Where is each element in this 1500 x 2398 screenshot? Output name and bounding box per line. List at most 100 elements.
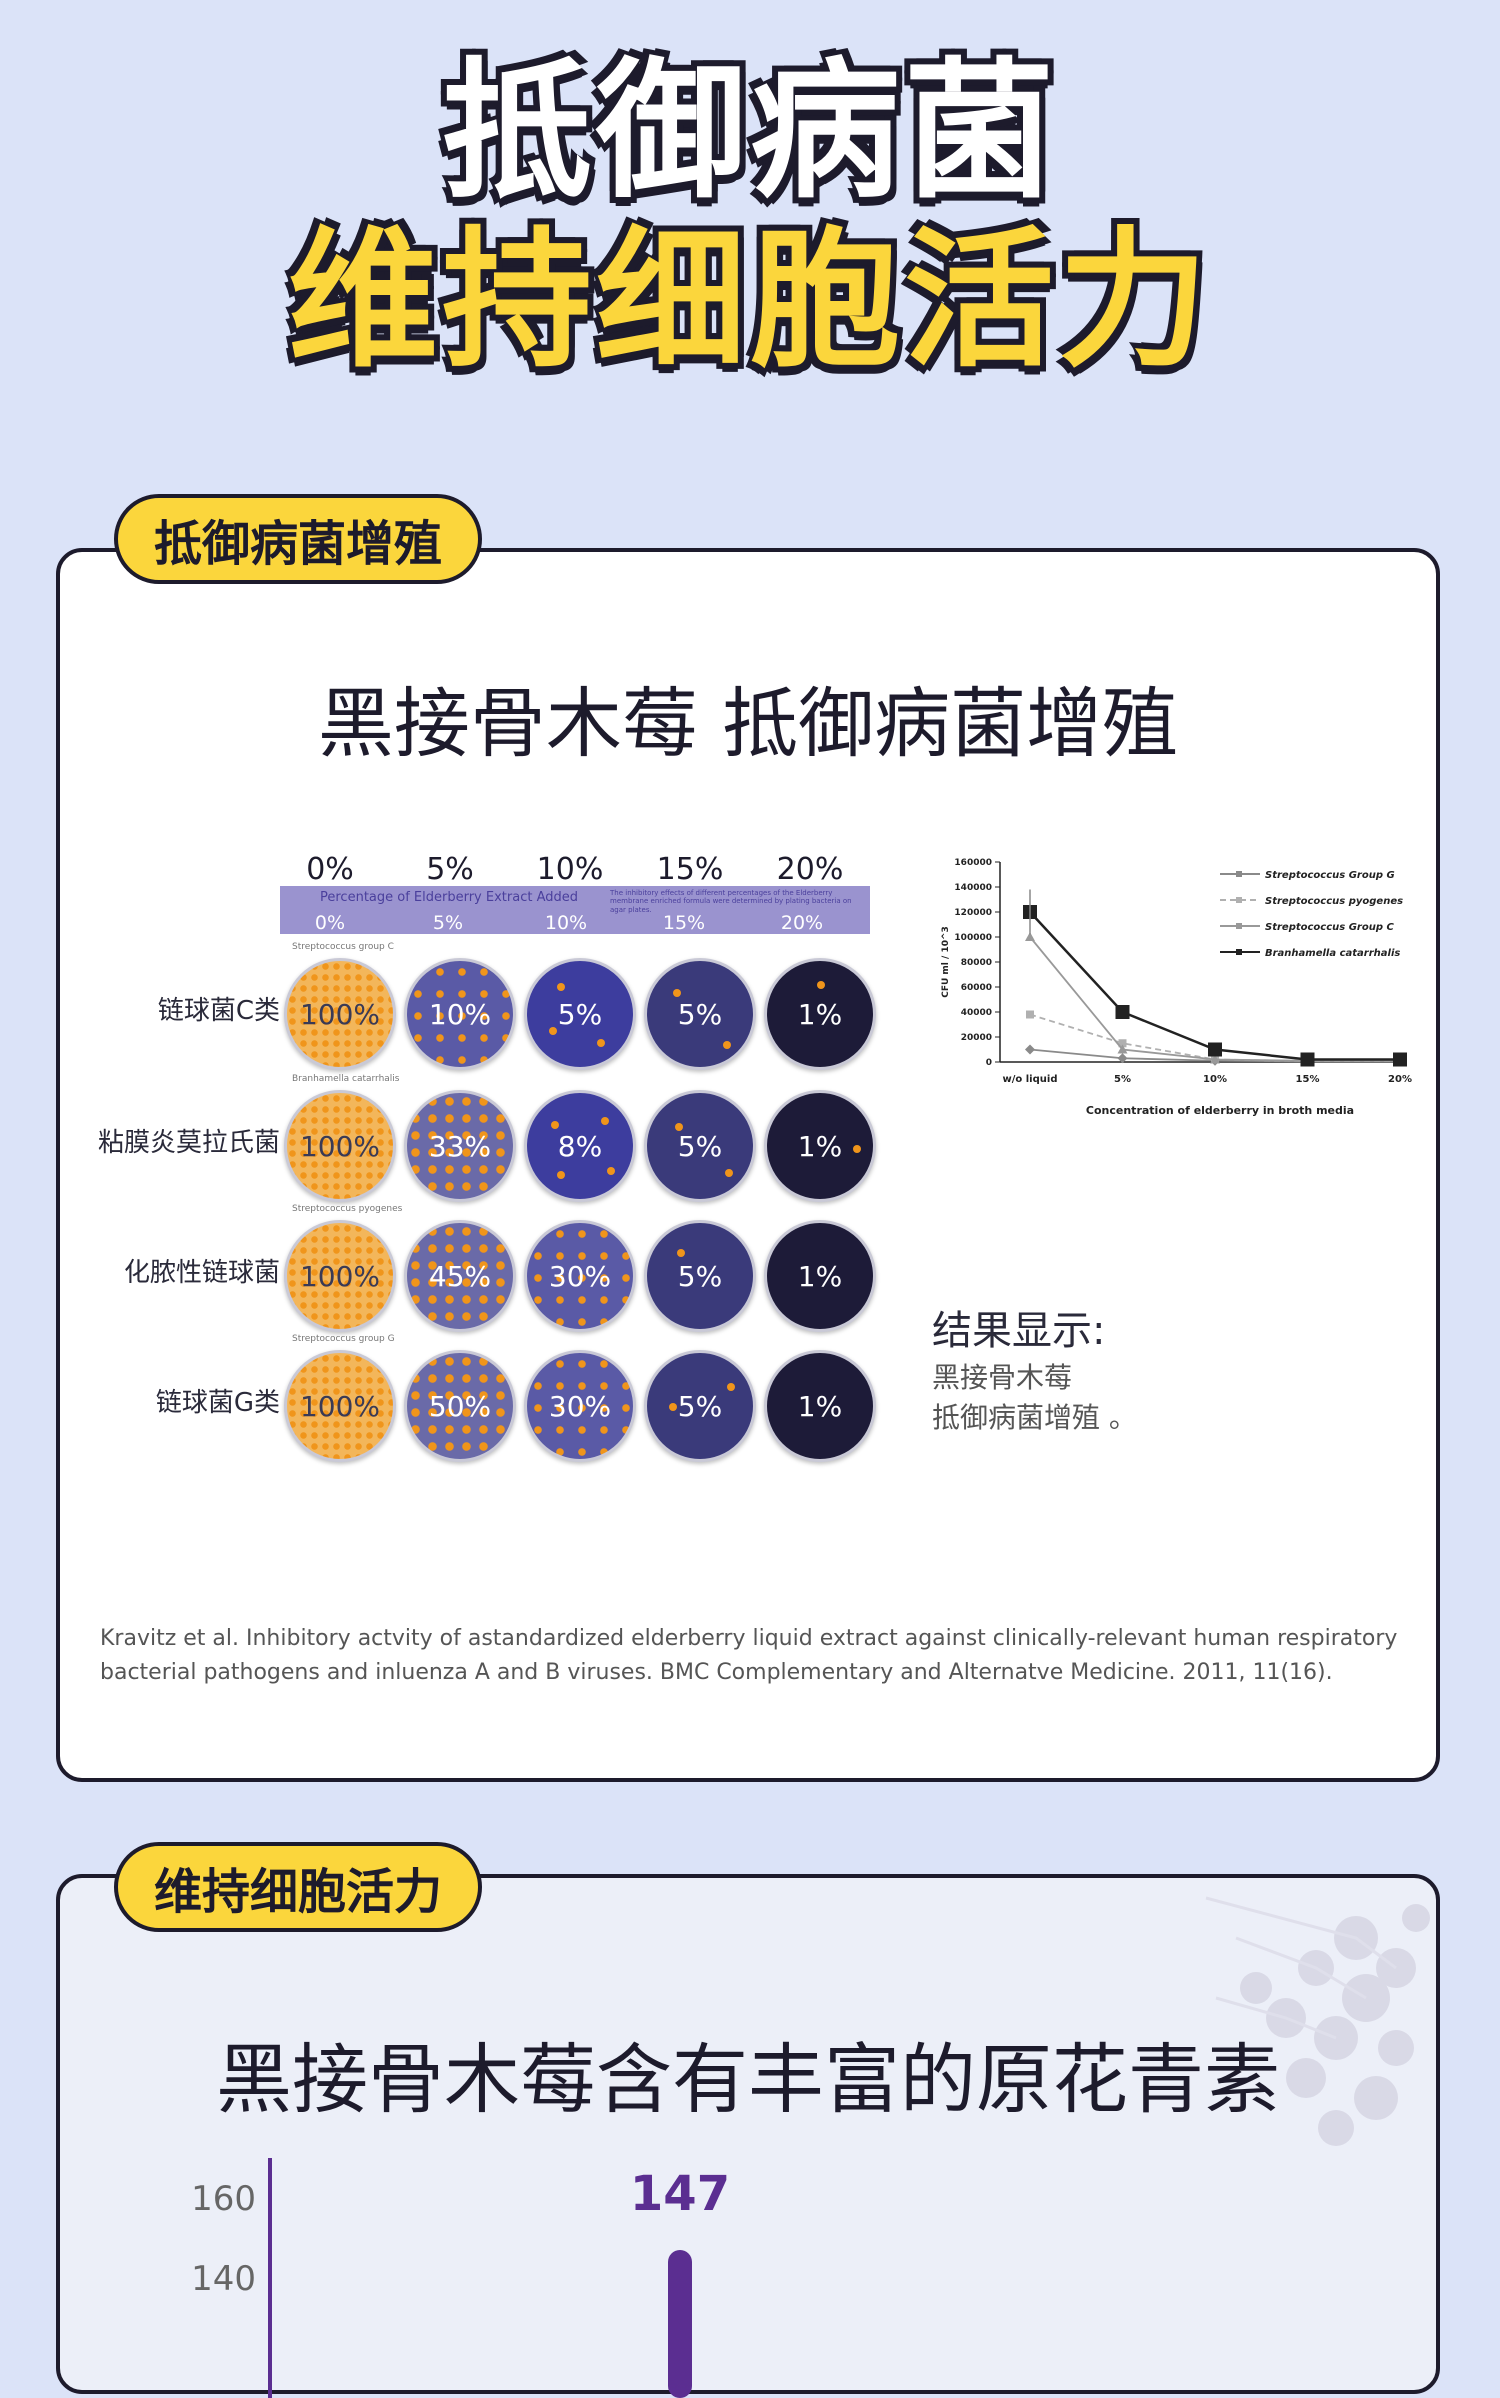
data-point bbox=[1025, 1044, 1035, 1055]
row-label: 粘膜炎莫拉氏菌 bbox=[97, 1128, 280, 1158]
petri-dish: 30% bbox=[524, 1350, 636, 1462]
y-tick-label: 160000 bbox=[954, 858, 992, 868]
dish-value: 5% bbox=[557, 997, 603, 1031]
dish-value: 1% bbox=[797, 1389, 843, 1423]
row-species-sub: Streptococcus pyogenes bbox=[292, 1204, 403, 1214]
petri-dish: 5% bbox=[644, 1220, 756, 1332]
row-species-sub: Streptococcus group C bbox=[292, 942, 394, 952]
y-tick-label: 0 bbox=[986, 1058, 992, 1068]
x-tick-label: 5% bbox=[1114, 1074, 1131, 1085]
data-point bbox=[1393, 1052, 1407, 1067]
dish-value: 100% bbox=[299, 1259, 381, 1293]
band-percentages: 0% 5% 10% 15% 20% bbox=[280, 912, 910, 934]
percentage-label: 5% bbox=[426, 852, 474, 887]
x-axis-label: Concentration of elderberry in broth med… bbox=[1086, 1104, 1354, 1117]
data-point bbox=[1026, 1010, 1034, 1019]
data-point bbox=[1210, 1054, 1220, 1064]
dish-value: 30% bbox=[548, 1259, 612, 1293]
x-tick-label: 15% bbox=[1296, 1074, 1320, 1085]
proanthocyanidin-bar-chart: 160 140 147 bbox=[191, 2158, 730, 2398]
hero-title-line1: 抵御病菌 bbox=[441, 45, 1058, 219]
bar-value-label: 147 bbox=[630, 2166, 730, 2222]
hero-title: 抵御病菌 维持细胞活力 bbox=[0, 50, 1500, 384]
dish-value: 5% bbox=[677, 997, 723, 1031]
x-tick-label: w/o liquid bbox=[1003, 1074, 1058, 1085]
petri-dish: 5% bbox=[524, 958, 636, 1070]
legend-marker bbox=[1236, 897, 1242, 903]
percentage-label: 20% bbox=[776, 852, 844, 887]
petri-dish: 33% bbox=[404, 1090, 516, 1202]
result-body: 黑接骨木莓 抵御病菌增殖 。 bbox=[932, 1358, 1332, 1438]
elderberry-decoration bbox=[1205, 1896, 1430, 2146]
percentage-label: 10% bbox=[536, 852, 604, 887]
legend-marker bbox=[1236, 923, 1242, 929]
petri-dish: 100% bbox=[284, 958, 396, 1070]
dish-value: 8% bbox=[557, 1129, 603, 1163]
petri-dish: 5% bbox=[644, 1350, 756, 1462]
band-caption: Percentage of Elderberry Extract Added bbox=[320, 890, 578, 905]
petri-dish-figure: 0% 5% 10% 15% 20% Percentage of Elderber… bbox=[60, 852, 920, 1462]
card-title: 黑接骨木莓 抵御病菌增殖 bbox=[317, 679, 1179, 768]
band-percentage: 0% bbox=[314, 912, 346, 934]
band-percentage: 20% bbox=[780, 912, 824, 934]
y-tick-label: 100000 bbox=[954, 933, 992, 943]
petri-dish: 1% bbox=[764, 1220, 876, 1332]
petri-dish: 10% bbox=[404, 958, 516, 1070]
citation: Kravitz et al. Inhibitory actvity of ast… bbox=[100, 1626, 1398, 1685]
section-tab-antibacterial: 抵御病菌增殖 bbox=[114, 494, 483, 584]
dish-value: 100% bbox=[299, 997, 381, 1031]
y-tick-label: 120000 bbox=[954, 908, 992, 918]
dish-value: 1% bbox=[797, 1259, 843, 1293]
petri-dish: 30% bbox=[524, 1220, 636, 1332]
petri-dish: 8% bbox=[524, 1090, 636, 1202]
dish-value: 30% bbox=[548, 1389, 612, 1423]
legend-label: Streptococcus pyogenes bbox=[1265, 896, 1403, 907]
y-tick-label: 60000 bbox=[961, 983, 992, 993]
band-percentage: 10% bbox=[544, 912, 588, 934]
x-tick-label: 10% bbox=[1203, 1074, 1227, 1085]
result-line: 抵御病菌增殖 。 bbox=[932, 1401, 1137, 1434]
data-point bbox=[1117, 1053, 1128, 1064]
band-note: The inhibitory effects of different perc… bbox=[610, 889, 852, 914]
petri-dish: 1% bbox=[764, 1090, 876, 1202]
petri-dish: 5% bbox=[644, 1090, 756, 1202]
percentage-header: 0% 5% 10% 15% 20% bbox=[280, 852, 910, 887]
dish-value: 50% bbox=[428, 1389, 492, 1423]
data-point bbox=[1025, 932, 1035, 941]
data-point bbox=[1300, 1052, 1315, 1067]
data-point bbox=[1208, 1042, 1222, 1057]
dish-value: 5% bbox=[677, 1259, 723, 1293]
petri-dish: 100% bbox=[284, 1220, 396, 1332]
row-label: 链球菌C类 bbox=[157, 996, 280, 1026]
y-tick-label: 140000 bbox=[954, 883, 992, 893]
petri-dish: 100% bbox=[284, 1090, 396, 1202]
row-species-sub: Streptococcus group G bbox=[292, 1334, 395, 1344]
dish-value: 10% bbox=[428, 997, 492, 1031]
row-label: 化脓性链球菌 bbox=[123, 1258, 280, 1288]
petri-dish: 100% bbox=[284, 1350, 396, 1462]
legend-marker bbox=[1236, 871, 1242, 877]
section-tab-cell-vitality: 维持细胞活力 bbox=[114, 1842, 483, 1932]
petri-dish: 1% bbox=[764, 1350, 876, 1462]
bar bbox=[668, 2250, 692, 2398]
y-tick-label: 160 bbox=[191, 2179, 256, 2219]
percentage-label: 15% bbox=[656, 852, 724, 887]
petri-dish: 50% bbox=[404, 1350, 516, 1462]
dish-value: 1% bbox=[797, 1129, 843, 1163]
legend-label: Streptococcus Group C bbox=[1265, 922, 1394, 933]
row-species-sub: Branhamella catarrhalis bbox=[292, 1074, 400, 1084]
data-point bbox=[1115, 1005, 1130, 1019]
legend-label: Branhamella catarrhalis bbox=[1265, 948, 1400, 959]
dish-value: 100% bbox=[299, 1129, 381, 1163]
legend-marker bbox=[1236, 949, 1242, 955]
petri-dish: 45% bbox=[404, 1220, 516, 1332]
band-percentage: 5% bbox=[432, 912, 464, 934]
y-tick-label: 20000 bbox=[961, 1033, 992, 1043]
percentage-band: Percentage of Elderberry Extract Added T… bbox=[280, 886, 870, 934]
dish-value: 100% bbox=[299, 1389, 381, 1423]
data-point bbox=[1118, 1039, 1127, 1048]
data-point bbox=[1117, 1044, 1128, 1054]
dish-value: 33% bbox=[428, 1129, 492, 1163]
antibacterial-card: 黑接骨木莓 抵御病菌增殖 0% 5% 10% 15% 20% Percentag… bbox=[56, 548, 1440, 1782]
percentage-label: 0% bbox=[306, 852, 354, 887]
